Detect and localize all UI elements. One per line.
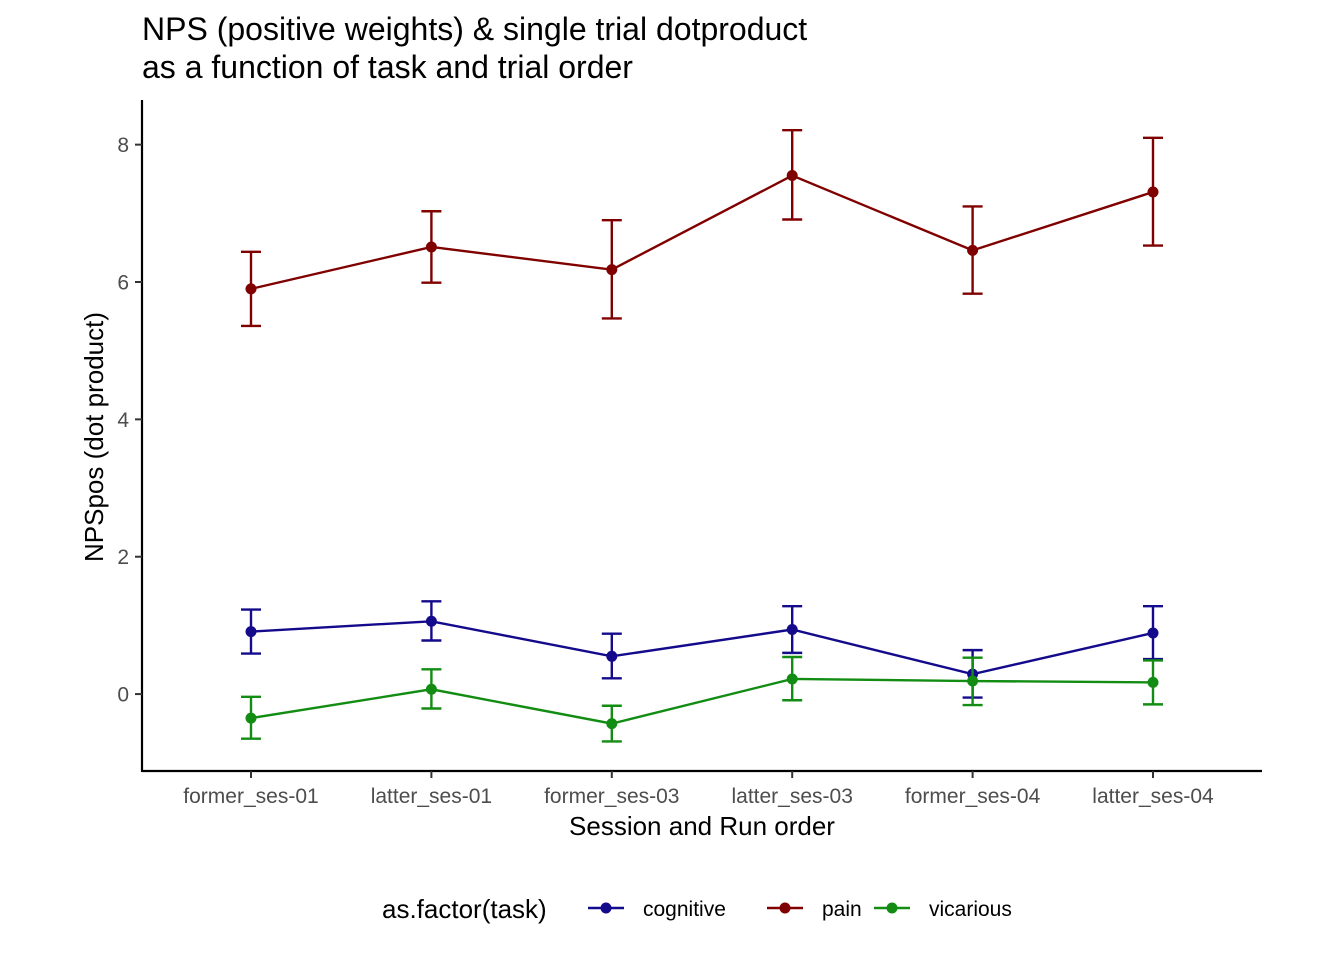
series-pain xyxy=(241,129,1163,328)
data-point xyxy=(1147,676,1159,688)
x-tick-label: latter_ses-04 xyxy=(1092,785,1214,808)
y-axis-title: NPSpos (dot product) xyxy=(79,312,109,562)
x-axis-title: Session and Run order xyxy=(569,811,835,841)
data-point xyxy=(967,675,979,687)
y-tick-label: 2 xyxy=(117,546,129,569)
series-line-cognitive xyxy=(250,620,1154,676)
chart-title-line-1: NPS (positive weights) & single trial do… xyxy=(142,11,807,47)
series-line-vicarious xyxy=(250,677,1154,725)
y-tick-label: 6 xyxy=(117,272,129,295)
data-point xyxy=(786,624,798,636)
legend-title: as.factor(task) xyxy=(382,894,547,924)
data-point xyxy=(1147,627,1159,639)
x-tick-label: former_ses-04 xyxy=(905,785,1041,808)
data-point xyxy=(606,650,618,662)
data-point xyxy=(245,712,257,724)
series-line-pain xyxy=(250,174,1154,291)
legend-item-pain: pain xyxy=(767,898,862,921)
data-point xyxy=(606,718,618,730)
y-tick-label: 4 xyxy=(117,409,129,432)
x-tick-label: latter_ses-01 xyxy=(371,785,492,808)
data-point xyxy=(1147,186,1159,198)
plot-area xyxy=(241,129,1163,743)
data-point xyxy=(606,264,618,276)
x-ticks: former_ses-01 latter_ses-01 former_ses-03 l… xyxy=(183,771,1214,808)
legend-item-vicarious: vicarious xyxy=(874,898,1012,921)
legend-key-point xyxy=(600,902,612,914)
data-point xyxy=(245,283,257,295)
x-tick-label: former_ses-01 xyxy=(183,785,318,808)
data-point xyxy=(967,244,979,256)
legend-label: pain xyxy=(822,898,862,921)
x-tick-label: latter_ses-03 xyxy=(731,785,852,808)
data-point xyxy=(425,241,437,253)
data-point xyxy=(786,673,798,685)
data-point xyxy=(786,170,798,182)
y-tick-label: 0 xyxy=(117,684,129,707)
data-point xyxy=(425,683,437,695)
series-vicarious xyxy=(241,655,1163,743)
legend-item-cognitive: cognitive xyxy=(588,898,726,921)
data-point xyxy=(425,615,437,627)
series-cognitive xyxy=(241,600,1163,699)
legend-label: cognitive xyxy=(643,898,726,921)
legend-key-point xyxy=(886,902,898,914)
legend: as.factor(task) cognitive pain vicarious xyxy=(382,894,1012,924)
legend-label: vicarious xyxy=(929,898,1012,921)
x-tick-label: former_ses-03 xyxy=(544,785,679,808)
legend-key-point xyxy=(779,902,791,914)
chart-title-line-2: as a function of task and trial order xyxy=(142,49,633,85)
data-point xyxy=(245,626,257,638)
y-tick-label: 8 xyxy=(117,134,129,157)
y-ticks: 0 2 4 6 8 xyxy=(117,134,142,707)
